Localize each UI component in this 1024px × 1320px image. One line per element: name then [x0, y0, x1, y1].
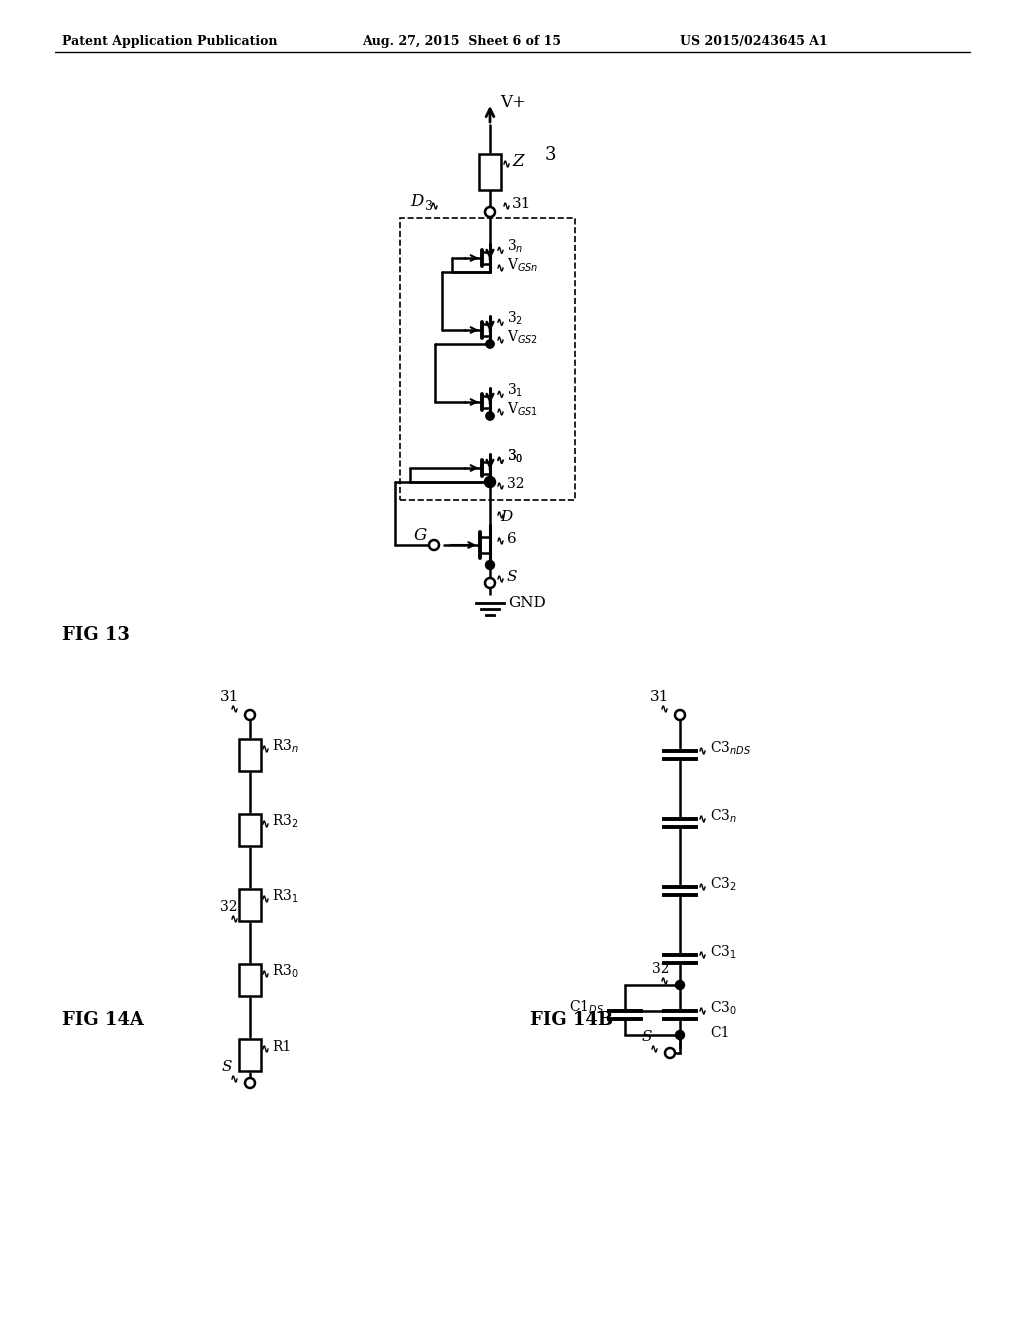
- Circle shape: [486, 478, 494, 486]
- Text: C3$_2$: C3$_2$: [710, 876, 737, 894]
- Circle shape: [245, 710, 255, 719]
- Bar: [400, 218, 575, 500]
- Circle shape: [486, 412, 494, 420]
- Circle shape: [486, 341, 494, 348]
- Text: V+: V+: [500, 94, 526, 111]
- Text: FIG 14A: FIG 14A: [62, 1011, 144, 1030]
- Text: FIG 14B: FIG 14B: [530, 1011, 613, 1030]
- Circle shape: [676, 1031, 684, 1040]
- Circle shape: [676, 981, 684, 990]
- Text: C1: C1: [710, 1026, 729, 1040]
- Bar: [239, 739, 261, 771]
- Circle shape: [675, 710, 685, 719]
- Text: R3$_n$: R3$_n$: [272, 738, 299, 755]
- Circle shape: [486, 412, 494, 420]
- Text: 3: 3: [425, 201, 433, 213]
- Text: 32: 32: [652, 962, 670, 975]
- Text: R3$_0$: R3$_0$: [272, 964, 299, 981]
- Text: R3$_1$: R3$_1$: [272, 888, 299, 906]
- Bar: [479, 154, 501, 190]
- Text: 3$_2$: 3$_2$: [507, 310, 523, 327]
- Text: C3$_1$: C3$_1$: [710, 944, 737, 961]
- Text: S: S: [222, 1060, 232, 1074]
- Text: US 2015/0243645 A1: US 2015/0243645 A1: [680, 36, 827, 48]
- Text: C3$_0$: C3$_0$: [710, 1001, 737, 1018]
- Text: G: G: [414, 527, 427, 544]
- Text: S: S: [642, 1030, 652, 1044]
- Circle shape: [485, 578, 495, 587]
- Bar: [239, 1039, 261, 1071]
- Text: 32: 32: [220, 900, 238, 913]
- Circle shape: [429, 540, 439, 550]
- Text: Patent Application Publication: Patent Application Publication: [62, 36, 278, 48]
- Text: D: D: [500, 510, 512, 524]
- Text: V$_{GSn}$: V$_{GSn}$: [507, 257, 539, 275]
- Circle shape: [486, 341, 494, 348]
- Text: 3$_0$: 3$_0$: [507, 447, 523, 466]
- Circle shape: [485, 477, 495, 487]
- Text: R3$_2$: R3$_2$: [272, 813, 299, 830]
- Text: 32: 32: [507, 477, 524, 491]
- Text: 3$_1$: 3$_1$: [507, 381, 523, 400]
- Text: C3$_{nDS}$: C3$_{nDS}$: [710, 741, 751, 758]
- Circle shape: [485, 207, 495, 216]
- Text: GND: GND: [508, 597, 546, 610]
- Circle shape: [485, 561, 495, 569]
- Text: 6: 6: [507, 532, 517, 546]
- Bar: [239, 814, 261, 846]
- Text: V$_{GS1}$: V$_{GS1}$: [507, 401, 539, 418]
- Text: 3$_n$: 3$_n$: [507, 238, 523, 255]
- Text: 31: 31: [220, 690, 240, 704]
- Text: R1: R1: [272, 1040, 291, 1053]
- Text: 3: 3: [545, 147, 556, 164]
- Text: D: D: [410, 193, 423, 210]
- Text: 31: 31: [650, 690, 670, 704]
- Circle shape: [245, 1078, 255, 1088]
- Bar: [239, 888, 261, 921]
- Text: S: S: [507, 570, 517, 583]
- Text: V$_{GS2}$: V$_{GS2}$: [507, 329, 539, 346]
- Text: C3$_n$: C3$_n$: [710, 808, 737, 825]
- Circle shape: [665, 1048, 675, 1059]
- Text: Z: Z: [512, 153, 523, 170]
- Text: FIG 13: FIG 13: [62, 626, 130, 644]
- Text: C1$_{DS}$: C1$_{DS}$: [569, 999, 604, 1016]
- Text: Aug. 27, 2015  Sheet 6 of 15: Aug. 27, 2015 Sheet 6 of 15: [362, 36, 561, 48]
- Text: 31: 31: [512, 197, 531, 211]
- Text: 3$_0$: 3$_0$: [507, 447, 523, 466]
- Bar: [239, 964, 261, 997]
